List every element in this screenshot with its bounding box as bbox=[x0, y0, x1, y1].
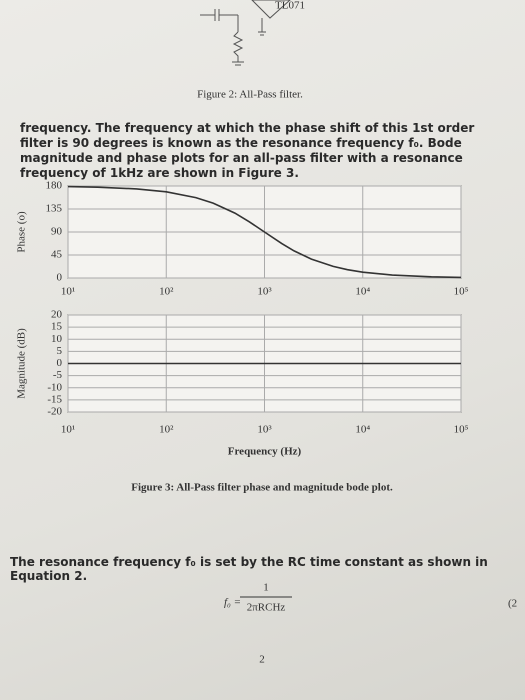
circuit-sketch bbox=[200, 0, 291, 66]
x-tick-label: 10⁴ bbox=[355, 286, 370, 298]
y-tick-label: -10 bbox=[47, 381, 62, 393]
equation-intro: The resonance frequency f₀ is set by the… bbox=[10, 555, 488, 583]
y-axis-label: Magnitude (dB) bbox=[16, 328, 28, 399]
y-tick-label: -15 bbox=[47, 393, 62, 405]
equation-number: (2 bbox=[508, 598, 517, 610]
eq-numerator: 1 bbox=[263, 582, 269, 594]
y-axis-label: Phase (o) bbox=[16, 211, 28, 253]
y-tick-label: -5 bbox=[53, 369, 63, 381]
x-tick-label: 10⁴ bbox=[355, 424, 370, 436]
data-line bbox=[67, 185, 462, 279]
x-tick-label: 10¹ bbox=[61, 424, 75, 436]
eq-lhs: f₀ = bbox=[224, 597, 241, 609]
x-tick-label: 10¹ bbox=[61, 286, 75, 298]
figure2-caption: Figure 2: All-Pass filter. bbox=[197, 89, 303, 101]
y-tick-label: 45 bbox=[51, 249, 63, 261]
y-tick-label: 90 bbox=[51, 226, 63, 238]
y-tick-label: 0 bbox=[57, 272, 63, 284]
x-axis-label: Frequency (Hz) bbox=[228, 446, 302, 458]
y-tick-label: 180 bbox=[46, 180, 63, 192]
y-tick-label: 15 bbox=[51, 321, 63, 333]
x-tick-label: 10² bbox=[159, 424, 174, 436]
eq-denominator: 2πRCHz bbox=[247, 602, 286, 614]
paragraph: frequency. The frequency at which the ph… bbox=[20, 121, 475, 180]
x-tick-label: 10³ bbox=[257, 424, 272, 436]
chip-label: TL071 bbox=[275, 0, 305, 12]
y-tick-label: 20 bbox=[51, 309, 63, 321]
x-tick-label: 10⁵ bbox=[454, 424, 469, 436]
page-number: 2 bbox=[259, 654, 265, 666]
y-tick-label: 10 bbox=[51, 333, 63, 345]
y-tick-label: 135 bbox=[46, 203, 63, 215]
y-tick-label: -20 bbox=[47, 406, 62, 418]
y-tick-label: 0 bbox=[57, 357, 63, 369]
x-tick-label: 10³ bbox=[257, 286, 272, 298]
figure3-caption: Figure 3: All-Pass filter phase and magn… bbox=[131, 482, 393, 494]
x-tick-label: 10² bbox=[159, 286, 174, 298]
y-tick-label: 5 bbox=[57, 345, 63, 357]
x-tick-label: 10⁵ bbox=[454, 286, 469, 298]
